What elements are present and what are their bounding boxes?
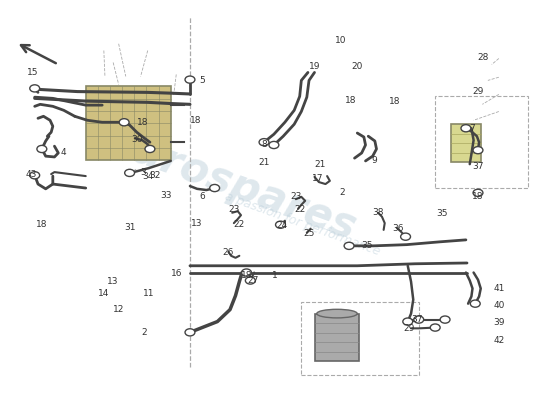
Bar xyxy=(315,314,360,362)
Text: 40: 40 xyxy=(493,301,504,310)
Text: 35: 35 xyxy=(437,210,448,218)
Bar xyxy=(301,302,419,375)
Text: 25: 25 xyxy=(304,229,315,238)
Circle shape xyxy=(414,316,424,323)
Text: 18: 18 xyxy=(389,97,400,106)
Text: eurospares: eurospares xyxy=(100,119,362,249)
Text: 18: 18 xyxy=(472,192,484,200)
Text: 31: 31 xyxy=(124,223,135,232)
Text: 29: 29 xyxy=(404,324,415,333)
Circle shape xyxy=(269,142,279,148)
Text: 1: 1 xyxy=(272,271,278,280)
Text: 10: 10 xyxy=(335,36,346,45)
Text: 22: 22 xyxy=(294,206,305,214)
Circle shape xyxy=(185,76,195,83)
Text: 23: 23 xyxy=(228,206,240,214)
Circle shape xyxy=(30,172,40,179)
Circle shape xyxy=(210,184,219,192)
Text: 18: 18 xyxy=(136,118,148,127)
Text: 34: 34 xyxy=(142,172,153,181)
Circle shape xyxy=(461,125,471,132)
Circle shape xyxy=(344,242,354,250)
Text: 18: 18 xyxy=(36,220,47,229)
Text: 4: 4 xyxy=(61,148,67,157)
Circle shape xyxy=(125,169,135,176)
Text: 9: 9 xyxy=(371,156,377,165)
Circle shape xyxy=(400,233,410,240)
Text: 36: 36 xyxy=(393,224,404,233)
Circle shape xyxy=(403,318,412,325)
Text: 6: 6 xyxy=(200,192,206,200)
Text: 17: 17 xyxy=(312,174,323,182)
Text: 11: 11 xyxy=(143,289,155,298)
Text: 2: 2 xyxy=(339,188,345,196)
Text: 20: 20 xyxy=(351,62,363,70)
Text: 35: 35 xyxy=(361,241,373,250)
Text: 18: 18 xyxy=(241,271,252,280)
Text: 39: 39 xyxy=(493,318,504,327)
Text: 37: 37 xyxy=(411,315,422,324)
Text: 24: 24 xyxy=(276,222,287,230)
Circle shape xyxy=(145,145,155,152)
Text: 21: 21 xyxy=(314,160,326,169)
Text: 38: 38 xyxy=(372,208,384,217)
Text: 33: 33 xyxy=(161,191,172,200)
Circle shape xyxy=(276,221,285,228)
Circle shape xyxy=(245,277,255,284)
Text: 13: 13 xyxy=(191,220,203,228)
Circle shape xyxy=(473,189,483,196)
Text: 27: 27 xyxy=(248,276,258,285)
Text: 12: 12 xyxy=(113,305,124,314)
Text: 14: 14 xyxy=(98,289,109,298)
Text: 18: 18 xyxy=(345,96,356,105)
Circle shape xyxy=(440,316,450,323)
Circle shape xyxy=(185,329,195,336)
Text: 2: 2 xyxy=(141,328,147,337)
Ellipse shape xyxy=(317,309,358,318)
Text: 15: 15 xyxy=(27,68,38,77)
Text: 42: 42 xyxy=(493,336,504,345)
Text: 22: 22 xyxy=(233,220,244,229)
Circle shape xyxy=(37,145,47,152)
Circle shape xyxy=(470,300,480,307)
Text: 18: 18 xyxy=(190,116,201,125)
Text: 37: 37 xyxy=(472,162,484,171)
Circle shape xyxy=(430,324,440,331)
Text: 21: 21 xyxy=(258,158,270,167)
Circle shape xyxy=(473,146,483,154)
Text: 13: 13 xyxy=(107,277,119,286)
Circle shape xyxy=(259,139,269,146)
Text: 26: 26 xyxy=(223,248,234,257)
Text: 8: 8 xyxy=(261,140,267,149)
Text: a passion for performance: a passion for performance xyxy=(223,190,382,258)
Text: 19: 19 xyxy=(309,62,320,70)
Text: 23: 23 xyxy=(290,192,301,200)
Text: 7: 7 xyxy=(470,124,475,133)
Text: 32: 32 xyxy=(150,171,161,180)
Bar xyxy=(435,96,529,188)
Bar xyxy=(86,86,170,160)
Text: 16: 16 xyxy=(170,269,182,278)
Bar xyxy=(450,124,481,162)
Circle shape xyxy=(241,269,251,276)
Text: 29: 29 xyxy=(472,87,483,96)
Text: 5: 5 xyxy=(200,76,206,85)
Circle shape xyxy=(30,85,40,92)
Circle shape xyxy=(119,119,129,126)
Text: 3: 3 xyxy=(140,168,146,177)
Text: 41: 41 xyxy=(493,284,504,293)
Text: 43: 43 xyxy=(25,170,36,178)
Text: 30: 30 xyxy=(131,135,142,144)
Text: 28: 28 xyxy=(478,53,489,62)
